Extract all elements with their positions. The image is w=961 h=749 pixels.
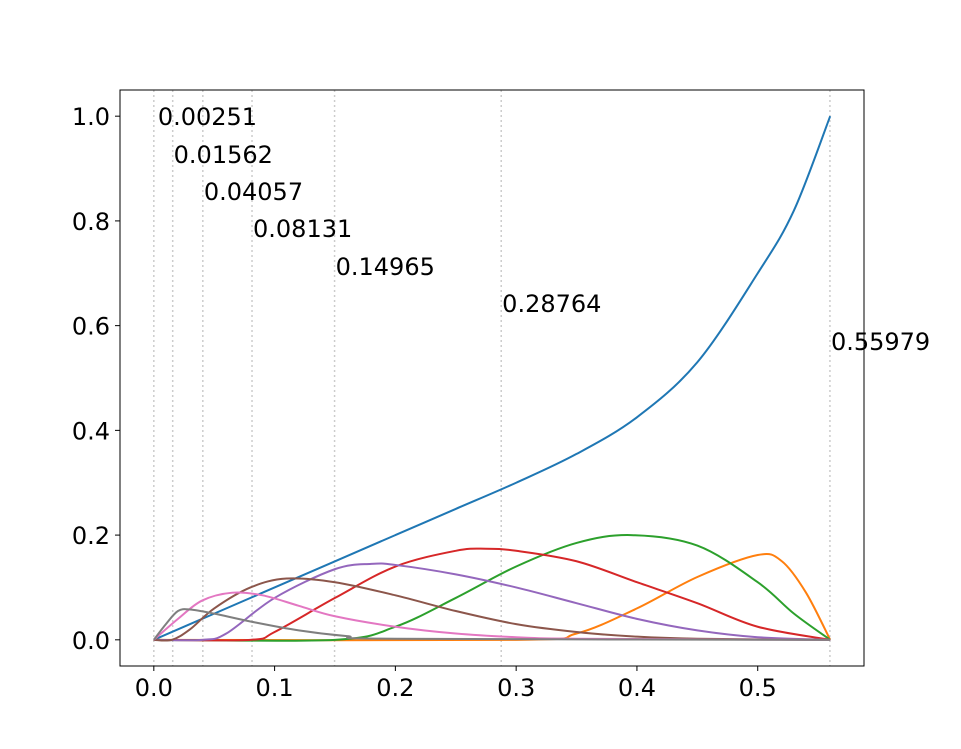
y-tick-label-1: 0.2 [72,522,110,550]
y-tick-label-3: 0.6 [72,313,110,341]
series-line-1 [153,552,832,642]
x-tick-label-2: 0.2 [376,674,414,702]
series-line-0 [153,115,832,641]
plot-frame [119,89,865,667]
annotation-5: 0.28764 [502,290,601,318]
y-tick-label-2: 0.4 [72,417,110,445]
series-line-3 [153,547,831,642]
y-tick-label-4: 0.8 [72,208,110,236]
x-axis: 0.0 0.1 0.2 0.3 0.4 0.5 [135,666,777,702]
x-tick-label-5: 0.5 [739,674,777,702]
x-tick-label-4: 0.4 [618,674,656,702]
series-line-4 [153,562,831,642]
annotation-2: 0.04057 [204,178,303,206]
annotations: 0.00251 0.01562 0.04057 0.08131 0.14965 0.287… [158,103,930,356]
series-line-5 [153,577,831,642]
x-tick-label-1: 0.1 [256,674,294,702]
annotation-4: 0.14965 [336,253,435,281]
x-tick-label-3: 0.3 [497,674,535,702]
annotation-6: 0.55979 [831,328,930,356]
annotation-3: 0.08131 [253,215,352,243]
series-lines [153,115,832,642]
x-tick-label-0: 0.0 [135,674,173,702]
y-tick-label-0: 0.0 [72,627,110,655]
annotation-0: 0.00251 [158,103,257,131]
annotation-1: 0.01562 [174,141,273,169]
y-tick-label-5: 1.0 [72,103,110,131]
y-axis: 0.0 0.2 0.4 0.6 0.8 1.0 [72,103,120,655]
series-line-7 [153,608,831,641]
